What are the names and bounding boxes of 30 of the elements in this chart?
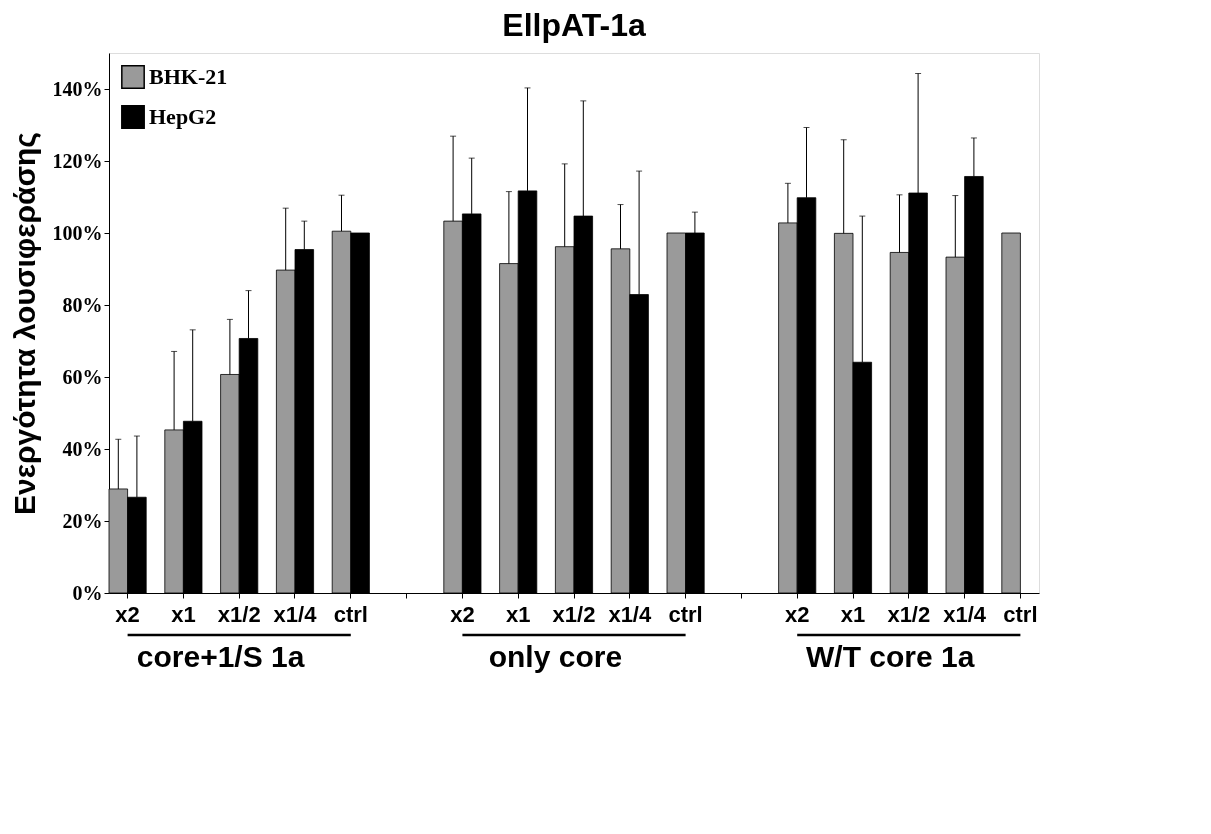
x-tick-label: x1 xyxy=(171,601,196,627)
x-tick-label: x1/4 xyxy=(608,601,652,627)
x-tick-label: x1/4 xyxy=(273,601,318,627)
x-tick-label: x2 xyxy=(115,601,140,627)
x-tick-label: x1 xyxy=(505,601,531,627)
y-axis-title: Ενεργότητα λουσιφεράσης xyxy=(7,132,41,515)
x-tick-label: x1 xyxy=(840,601,866,627)
text: W/T core 1a xyxy=(806,640,975,673)
y-tick-label: 0% xyxy=(72,581,103,604)
y-tick-label: 80% xyxy=(62,293,103,316)
x-tick-label: x1/2 xyxy=(887,601,931,627)
x-tick-label: ctrl xyxy=(333,601,368,627)
x-tick-label: x1/2 xyxy=(217,601,261,627)
x-tick-label: ctrl xyxy=(1003,601,1038,627)
text: core+1/S 1a xyxy=(136,640,305,673)
text: only core xyxy=(488,640,623,673)
legend-label: BHK-21 xyxy=(149,64,228,89)
x-tick-label: x2 xyxy=(450,601,475,627)
y-tick-label: 20% xyxy=(62,509,103,532)
y-tick-label: 60% xyxy=(62,365,103,388)
y-tick-label: 40% xyxy=(62,437,103,460)
chart-title: EllpAT-1a xyxy=(502,7,646,43)
legend-label: HepG2 xyxy=(149,104,217,129)
x-tick-label: x2 xyxy=(784,601,810,627)
y-tick-label: 120% xyxy=(52,149,103,172)
x-tick-label: x1/4 xyxy=(943,601,987,627)
x-tick-label: ctrl xyxy=(668,601,703,627)
x-tick-label: x1/2 xyxy=(552,601,596,627)
y-tick-label: 140% xyxy=(52,77,103,100)
y-tick-label: 100% xyxy=(52,221,103,244)
